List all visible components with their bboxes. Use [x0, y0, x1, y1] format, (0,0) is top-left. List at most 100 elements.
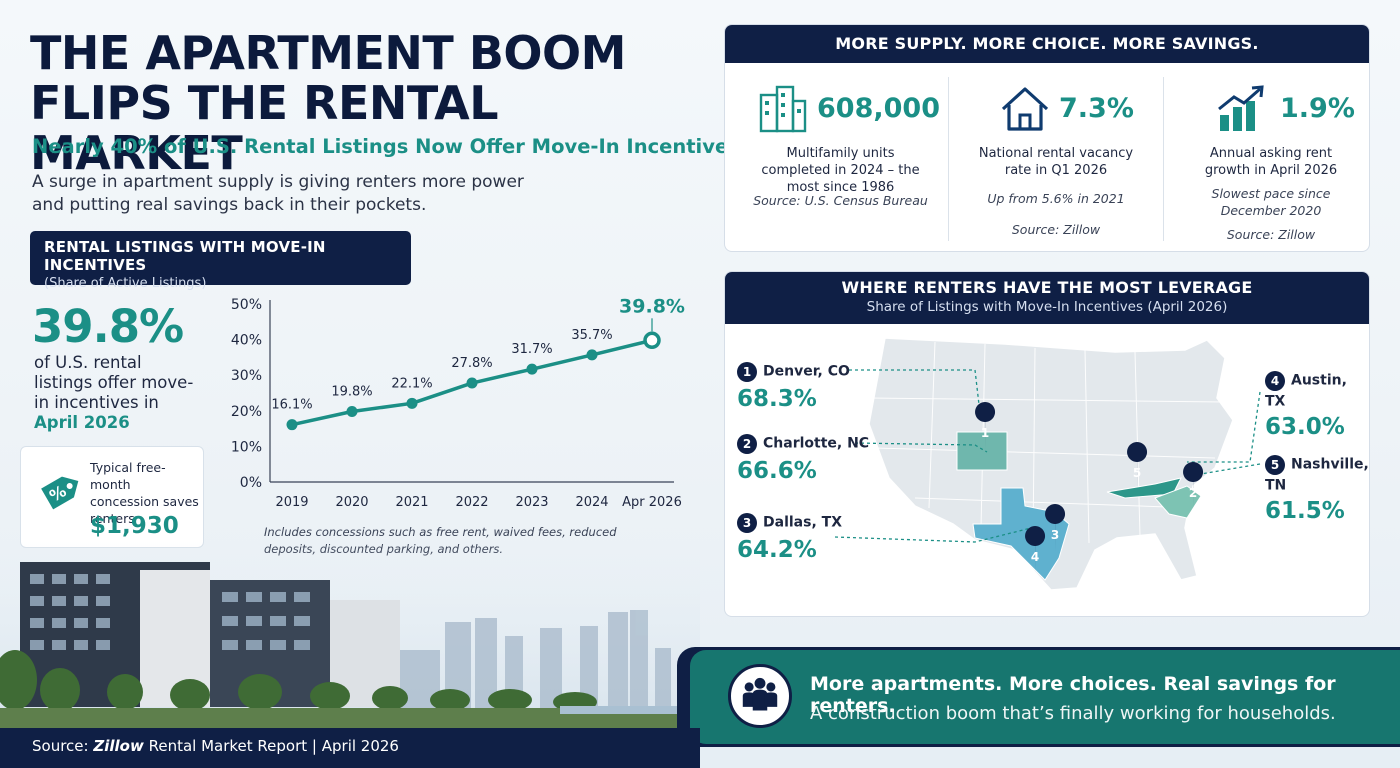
y-tick-label: 30%: [231, 368, 262, 384]
data-label: 19.8%: [331, 385, 372, 400]
supply-panel: MORE SUPPLY. MORE CHOICE. MORE SAVINGS. …: [724, 24, 1370, 252]
data-point: [586, 349, 598, 361]
stat-vacancy-source: Source: Zillow: [1011, 222, 1101, 237]
people-group-icon: [728, 664, 792, 728]
stat-vacancy-rate: 7.3% National rental vacancy rate in Q1 …: [948, 77, 1163, 241]
city-rank: 4: [1265, 370, 1285, 391]
x-tick-label: 2020: [335, 495, 368, 510]
page-subtitle: Nearly 40% of U.S. Rental Listings Now O…: [32, 135, 740, 158]
data-point: [286, 419, 298, 431]
data-point: [346, 406, 358, 418]
footer-brand: Zillow: [93, 737, 144, 755]
listings-chart-header: RENTAL LISTINGS WITH MOVE-IN INCENTIVES …: [30, 231, 411, 291]
data-point: [526, 363, 538, 375]
data-point: [643, 331, 661, 350]
page-title: THE APARTMENT BOOM FLIPS THE RENTAL MARK…: [30, 26, 626, 180]
stat-rent-value: 1.9%: [1280, 93, 1355, 124]
stat-rent-source: Source: Zillow: [1226, 227, 1316, 242]
footer-bar: [0, 728, 700, 768]
stat-rent-growth: 1.9% Annual asking rent growth in April …: [1163, 77, 1378, 242]
data-point: [466, 377, 478, 389]
city-dallas: 3 Dallas, TX 64.2%: [737, 512, 842, 563]
listings-chart-title: RENTAL LISTINGS WITH MOVE-IN INCENTIVES: [44, 238, 326, 274]
svg-text:3: 3: [1051, 528, 1059, 542]
x-tick-label: 2022: [455, 495, 488, 510]
city-value: 68.3%: [737, 385, 817, 412]
buildings-icon: [759, 85, 807, 133]
supply-panel-title: MORE SUPPLY. MORE CHOICE. MORE SAVINGS.: [725, 25, 1369, 63]
stat-units-value: 608,000: [817, 93, 940, 124]
x-tick-label: 2023: [515, 495, 548, 510]
stat-rent-label: Annual asking rent growth in April 2026: [1204, 146, 1338, 178]
map-panel-title: WHERE RENTERS HAVE THE MOST LEVERAGE: [841, 278, 1253, 297]
stat-vacancy-value: 7.3%: [1059, 93, 1134, 124]
stat-vacancy-label: National rental vacancy rate in Q1 2026: [978, 146, 1134, 178]
svg-text:1: 1: [981, 426, 989, 440]
city-name: Austin, TX: [1265, 372, 1347, 410]
map-leader-lines: 1 2 3 4 5: [834, 369, 1261, 574]
city-value: 61.5%: [1265, 497, 1345, 524]
concession-card: % Typical free-month concession saves re…: [20, 446, 204, 548]
stat-vacancy-note: Up from 5.6% in 2021: [987, 191, 1125, 206]
stat-units-source: Source: U.S. Census Bureau: [753, 193, 928, 208]
growth-chart-icon: [1218, 85, 1264, 131]
percent-tag-icon: %: [41, 476, 79, 510]
stat-units-completed: 608,000 Multifamily units completed in 2…: [733, 77, 948, 241]
listings-chart-subtitle: (Share of Active Listings): [44, 276, 207, 291]
city-value: 63.0%: [1265, 413, 1345, 440]
intro-text: A surge in apartment supply is giving re…: [32, 172, 524, 215]
x-tick-label: 2024: [575, 495, 608, 510]
data-label: 16.1%: [271, 398, 312, 413]
map-panel-subtitle: Share of Listings with Move-In Incentive…: [866, 299, 1228, 315]
footer-source: Source: Zillow Rental Market Report | Ap…: [32, 737, 399, 755]
map-pins: 1 2 3 4 5: [975, 402, 1204, 574]
city-name: Dallas, TX: [763, 514, 842, 531]
city-rank: 2: [737, 433, 757, 454]
y-tick-label: 20%: [231, 404, 262, 420]
city-nashville: 5 Nashville, TN 61.5%: [1265, 454, 1369, 524]
y-tick-label: 40%: [231, 333, 262, 349]
city-value: 66.6%: [737, 457, 817, 484]
city-rank: 1: [737, 361, 757, 382]
city-rank: 5: [1265, 454, 1285, 475]
data-label: 27.8%: [451, 356, 492, 371]
y-tick-label: 0%: [240, 475, 262, 491]
x-tick-label: 2021: [395, 495, 428, 510]
footer-suffix: Rental Market Report | April 2026: [148, 737, 399, 755]
city-austin: 4 Austin, TX 63.0%: [1265, 370, 1369, 440]
concession-amount: $1,930: [90, 513, 179, 539]
footer-prefix: Source:: [32, 737, 89, 755]
city-value: 64.2%: [737, 536, 817, 563]
stat-rent-note: Slowest pace since December 2020: [1211, 186, 1331, 218]
city-name: Nashville, TN: [1265, 456, 1369, 494]
city-name: Charlotte, NC: [763, 435, 870, 452]
map-panel-header: WHERE RENTERS HAVE THE MOST LEVERAGE Sha…: [725, 272, 1369, 324]
headline-stat-value: 39.8%: [32, 300, 184, 353]
city-denver: 1 Denver, CO 68.3%: [737, 361, 850, 412]
x-tick-label: Apr 2026: [622, 495, 682, 510]
city-name: Denver, CO: [763, 363, 850, 380]
data-label: 35.7%: [571, 328, 612, 343]
svg-text:4: 4: [1031, 550, 1039, 564]
city-rank: 3: [737, 512, 757, 533]
svg-text:5: 5: [1133, 466, 1141, 480]
stat-units-label: Multifamily units completed in 2024 – th…: [761, 146, 920, 195]
banner-headline: More apartments. More choices. Real savi…: [810, 673, 1336, 717]
map-panel: WHERE RENTERS HAVE THE MOST LEVERAGE Sha…: [724, 271, 1370, 617]
x-tick-label: 2019: [275, 495, 308, 510]
incentives-line-chart: 0% 10% 20% 30% 40% 50% 2019 2020 2021 2022 2023 202…: [231, 295, 685, 510]
headline-stat-text: of U.S. rental listings offer move-in in…: [34, 353, 194, 412]
y-tick-label: 50%: [231, 297, 262, 313]
data-label: 22.1%: [391, 376, 432, 391]
data-label: 39.8%: [619, 295, 685, 317]
data-point: [406, 397, 418, 409]
headline-stat-date: April 2026: [34, 413, 130, 432]
banner-text: A construction boom that’s finally worki…: [810, 703, 1336, 724]
data-label: 31.7%: [511, 342, 552, 357]
concession-text: Typical free-month concession saves rent…: [90, 460, 199, 526]
house-icon: [1001, 87, 1049, 131]
svg-text:2: 2: [1189, 486, 1197, 500]
city-charlotte: 2 Charlotte, NC 66.6%: [737, 433, 869, 484]
bottom-banner: [690, 650, 1400, 744]
y-tick-label: 10%: [231, 439, 262, 455]
